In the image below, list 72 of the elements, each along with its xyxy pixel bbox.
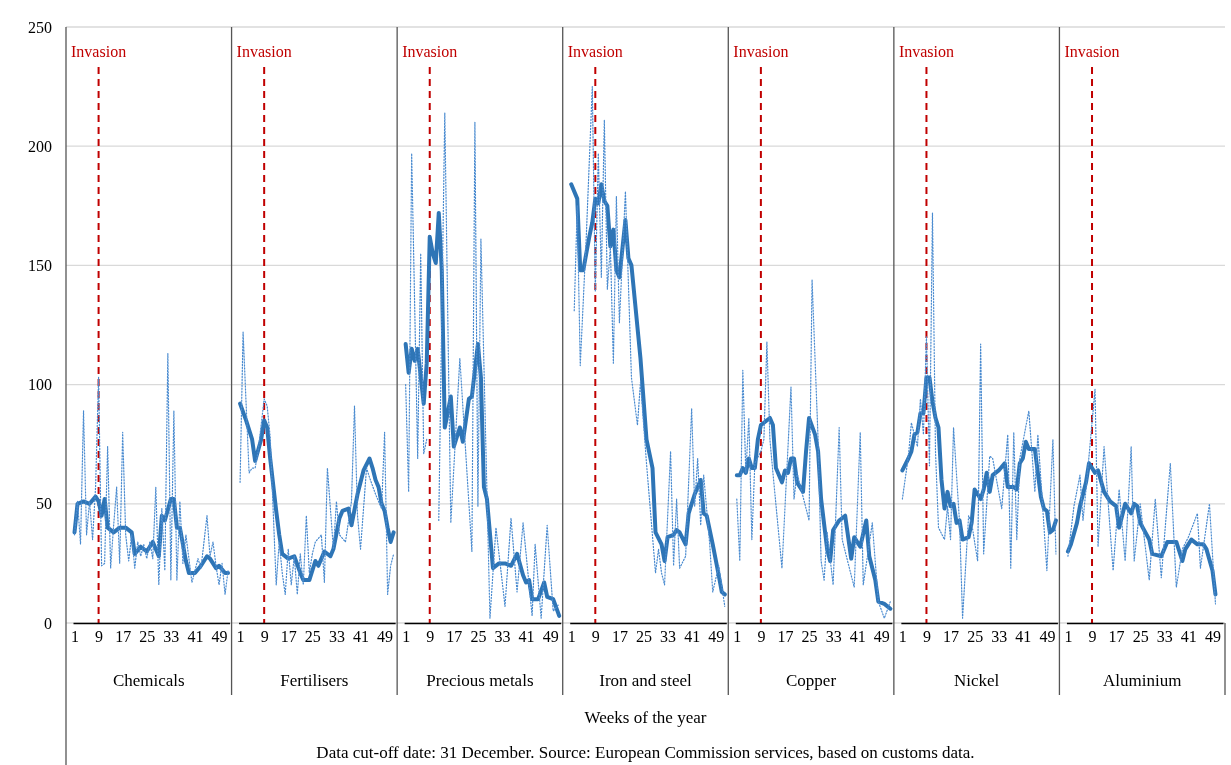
line-series (73, 353, 229, 595)
x-axis-title: Aluminium (1103, 671, 1182, 690)
x-axis-title: Copper (786, 671, 837, 690)
ref-line-label: Invasion (402, 43, 458, 60)
x-tick-label: 9 (95, 628, 104, 646)
x-tick-label: 17 (280, 628, 297, 646)
x-tick-label: 1 (733, 628, 742, 646)
x-tick-label: 25 (801, 628, 818, 646)
x-tick-label: 41 (1180, 628, 1197, 646)
x-tick-label: 1 (402, 628, 411, 646)
x-tick-label: 25 (1132, 628, 1149, 646)
x-tick-label: 41 (684, 628, 701, 646)
x-tick-label: 17 (777, 628, 794, 646)
x-tick-label: 49 (1204, 628, 1221, 646)
x-tick-label: 1 (898, 628, 907, 646)
x-tick-label: 9 (757, 628, 766, 646)
ref-line-label: Invasion (71, 43, 127, 60)
x-tick-label: 49 (542, 628, 559, 646)
x-tick-label: 41 (353, 628, 370, 646)
x-tick-label: 33 (1156, 628, 1173, 646)
x-tick-label: 1 (236, 628, 245, 646)
x-tick-label: 1 (1064, 628, 1073, 646)
x-tick-label: 41 (518, 628, 535, 646)
y-tick-label: 200 (28, 137, 52, 155)
x-tick-label: 17 (611, 628, 628, 646)
x-tick-label: 25 (304, 628, 321, 646)
x-tick-label: 25 (139, 628, 156, 646)
x-tick-label: 25 (470, 628, 487, 646)
y-tick-label: 50 (36, 495, 52, 513)
x-tick-label: 41 (187, 628, 204, 646)
x-tick-label: 41 (849, 628, 866, 646)
ref-line-label: Invasion (236, 43, 292, 60)
y-tick-label: 150 (28, 257, 52, 275)
y-tick-label: 0 (44, 614, 52, 632)
x-tick-label: 1 (71, 628, 80, 646)
x-tick-label: 9 (1088, 628, 1097, 646)
x-axis-title: Nickel (953, 671, 1000, 690)
x-tick-label: 33 (494, 628, 511, 646)
x-tick-label: 1 (567, 628, 576, 646)
x-tick-label: 33 (163, 628, 180, 646)
x-tick-label: 33 (991, 628, 1008, 646)
ref-line-label: Invasion (733, 43, 789, 60)
y-tick-label: 100 (28, 376, 52, 394)
x-axis-title: Fertilisers (280, 671, 349, 690)
x-tick-label: 41 (1015, 628, 1032, 646)
x-tick-label: 49 (377, 628, 394, 646)
x-tick-label: 9 (426, 628, 435, 646)
x-tick-label: 49 (873, 628, 890, 646)
x-tick-label: 25 (635, 628, 652, 646)
x-tick-label: 9 (591, 628, 600, 646)
x-tick-label: 17 (1108, 628, 1125, 646)
x-tick-label: 17 (115, 628, 132, 646)
x-tick-label: 25 (967, 628, 984, 646)
x-tick-label: 49 (1039, 628, 1056, 646)
x-tick-label: 49 (708, 628, 725, 646)
x-tick-label: 49 (211, 628, 228, 646)
ref-line-label: Invasion (898, 43, 955, 60)
x-axis-title: Precious metals (426, 671, 534, 690)
x-tick-label: 33 (328, 628, 345, 646)
text: Weeks of the year (584, 708, 707, 727)
y-tick-label: 250 (28, 18, 52, 36)
x-tick-label: 9 (260, 628, 269, 646)
text: Data cut-off date: 31 December. Source: European Commission services, based on customs data. (316, 743, 975, 762)
x-axis-title: Iron and steel (599, 671, 693, 690)
x-tick-label: 9 (922, 628, 931, 646)
x-tick-label: 33 (660, 628, 677, 646)
ref-line-label: Invasion (567, 43, 623, 60)
x-axis-title: Chemicals (112, 671, 185, 690)
ref-line-label: Invasion (1064, 43, 1120, 60)
x-tick-label: 33 (825, 628, 842, 646)
x-tick-label: 17 (446, 628, 463, 646)
x-tick-label: 17 (943, 628, 960, 646)
